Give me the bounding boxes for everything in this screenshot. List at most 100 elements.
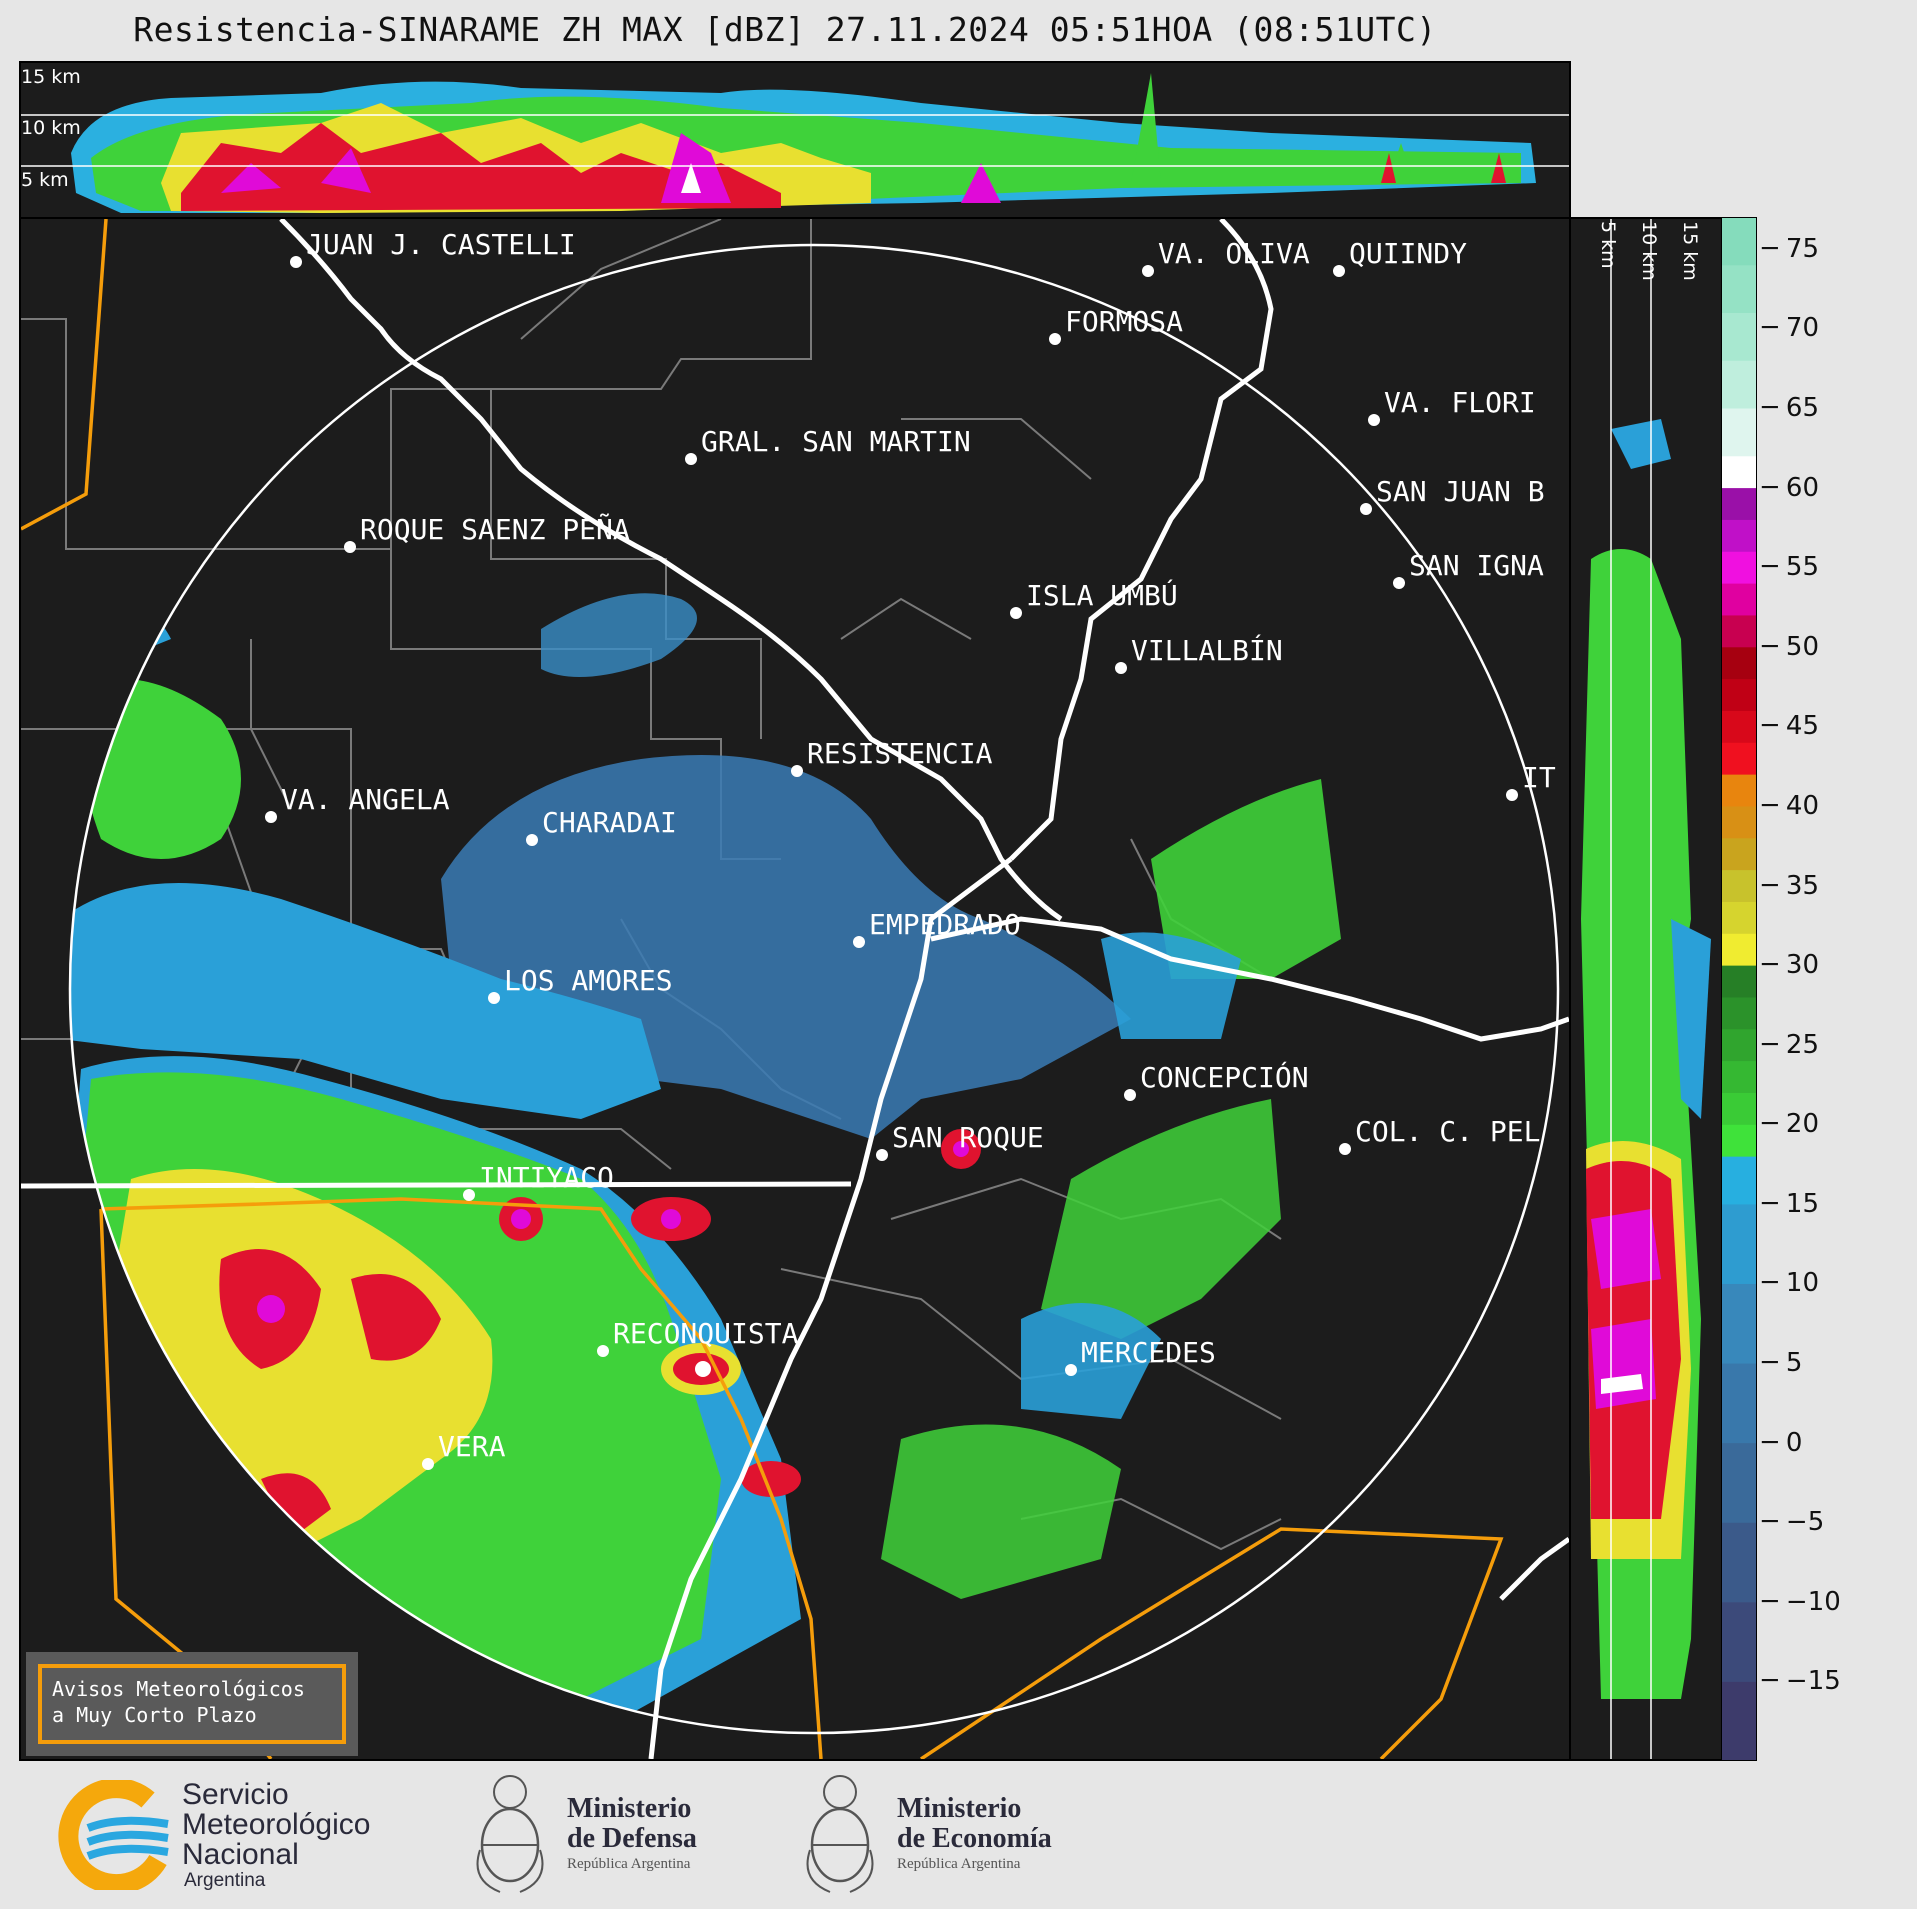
city-label: COL. C. PEL <box>1355 1115 1540 1148</box>
city-label: SAN JUAN B <box>1376 475 1545 508</box>
economia-line3: República Argentina <box>897 1856 1021 1872</box>
colorbar-band <box>1721 614 1757 648</box>
colorbar-band <box>1721 1283 1757 1364</box>
avisos-line1: Avisos Meteorológicos <box>52 1677 305 1701</box>
colorbar-tick-label: ─ 60 <box>1762 472 1820 503</box>
avisos-box[interactable]: Avisos Meteorológicos a Muy Corto Plazo <box>26 1652 358 1756</box>
city-dot <box>1115 662 1127 674</box>
city-markers: CMTE. FONTANAASUNCIÓNPIRANEPARAGUARÍJUAN… <box>265 7 1556 1470</box>
colorbar-tick-label: ─ 50 <box>1762 631 1820 662</box>
colorbar-band <box>1721 710 1757 743</box>
city-dot <box>1339 1143 1351 1155</box>
colorbar-band <box>1721 805 1757 839</box>
city-label: FORMOSA <box>1065 305 1183 338</box>
colorbar-band <box>1721 742 1757 775</box>
city-dot <box>265 811 277 823</box>
city-label: CONCEPCIÓN <box>1140 1060 1309 1094</box>
colorbar-band <box>1721 1060 1757 1093</box>
colorbar-tick-label: ─ 30 <box>1762 950 1820 981</box>
colorbar-tick-label: ─ 45 <box>1762 711 1820 742</box>
colorbar-tick-label: ─ 75 <box>1762 233 1820 264</box>
side-altitude-label-5: 5 km <box>1597 221 1619 269</box>
colorbar <box>1721 217 1757 1762</box>
colorbar-band <box>1721 551 1757 584</box>
city-dot <box>463 1189 475 1201</box>
colorbar-band <box>1721 774 1757 807</box>
smn-line1: Servicio <box>182 1778 289 1811</box>
city-dot <box>1065 1364 1077 1376</box>
colorbar-band <box>1721 1601 1757 1682</box>
city-dot <box>597 1345 609 1357</box>
city-dot <box>1124 1089 1136 1101</box>
city-dot <box>1333 265 1345 277</box>
colorbar-tick-label: ─ 35 <box>1762 870 1820 901</box>
colorbar-band <box>1721 360 1757 409</box>
colorbar-band <box>1721 837 1757 871</box>
colorbar-band <box>1721 519 1757 552</box>
city-dot <box>791 765 803 777</box>
city-label: ROQUE SAENZ PEÑA <box>360 512 630 546</box>
colorbar-band <box>1721 678 1757 711</box>
top-altitude-label-10: 10 km <box>21 117 81 139</box>
city-dot <box>290 256 302 268</box>
economia-coat-of-arms-icon <box>806 1775 874 1893</box>
colorbar-band <box>1721 996 1757 1030</box>
range-ring <box>68 243 1560 1735</box>
colorbar-band <box>1721 1124 1757 1157</box>
smn-line2: Meteorológico <box>182 1808 371 1841</box>
city-dot <box>1368 414 1380 426</box>
top-altitude-label-15: 15 km <box>21 66 81 88</box>
colorbar-band <box>1721 264 1757 314</box>
city-dot <box>1010 607 1022 619</box>
colorbar-band <box>1721 869 1757 902</box>
radar-map[interactable]: CMTE. FONTANAASUNCIÓNPIRANEPARAGUARÍJUAN… <box>19 7 1571 1761</box>
colorbar-band <box>1721 646 1757 680</box>
top-cross-section-panel: 15 km 10 km 5 km <box>19 61 1571 219</box>
colorbar-tick-label: ─ −10 <box>1762 1586 1841 1617</box>
city-label: SAN IGNA <box>1409 549 1544 582</box>
defensa-line3: República Argentina <box>567 1856 691 1872</box>
footer: Servicio Meteorológico Nacional Argentin… <box>0 1762 1917 1909</box>
economia-logo-text: Ministerio de Economía República Argenti… <box>897 1794 1052 1874</box>
colorbar-tick-label: ─ −5 <box>1762 1507 1825 1538</box>
city-label: VA. FLORI <box>1384 386 1536 419</box>
city-label: VA. OLIVA <box>1158 237 1310 270</box>
city-dot <box>1360 503 1372 515</box>
colorbar-band <box>1721 487 1757 520</box>
colorbar-tick-label: ─ 20 <box>1762 1109 1820 1140</box>
colorbar-tick-label: ─ 70 <box>1762 313 1820 344</box>
defensa-line1: Ministerio <box>567 1793 692 1824</box>
colorbar-band <box>1721 965 1757 998</box>
colorbar-band <box>1721 901 1757 934</box>
city-label: VA. ANGELA <box>281 783 450 816</box>
defensa-coat-of-arms-icon <box>476 1775 544 1893</box>
side-cross-section-svg <box>1571 219 1721 1759</box>
colorbar-tick-label: ─ 25 <box>1762 1029 1820 1060</box>
city-label: MERCEDES <box>1081 1336 1216 1369</box>
colorbar-tick-label: ─ 10 <box>1762 1268 1820 1299</box>
colorbar-tick-label: ─ 40 <box>1762 790 1820 821</box>
city-label: QUIINDY <box>1349 237 1467 270</box>
city-label: IT <box>1522 761 1556 794</box>
city-dot <box>488 992 500 1004</box>
colorbar-tick-label: ─ 0 <box>1762 1427 1803 1458</box>
colorbar-tick-label: ─ 55 <box>1762 552 1820 583</box>
city-dot <box>526 834 538 846</box>
smn-logo-icon <box>58 1780 169 1890</box>
avisos-line2: a Muy Corto Plazo <box>52 1703 257 1727</box>
top-altitude-label-5: 5 km <box>21 169 69 191</box>
city-label: INTIYACO <box>479 1161 614 1194</box>
city-dot <box>1506 789 1518 801</box>
colorbar-svg <box>1721 217 1757 1762</box>
colorbar-band <box>1721 1442 1757 1523</box>
city-dot <box>876 1149 888 1161</box>
side-altitude-label-10: 10 km <box>1638 221 1660 281</box>
radar-echoes <box>70 593 1341 1733</box>
city-label: SAN ROQUE <box>892 1121 1044 1154</box>
colorbar-tick-label: ─ 5 <box>1762 1348 1803 1379</box>
chart-title: Resistencia-SINARAME ZH MAX [dBZ] 27.11.… <box>133 10 1437 49</box>
avisos-box-inner[interactable]: Avisos Meteorológicos a Muy Corto Plazo <box>38 1664 346 1744</box>
colorbar-band <box>1721 1156 1757 1205</box>
city-label: VERA <box>438 1430 506 1463</box>
colorbar-border <box>1721 217 1757 1761</box>
